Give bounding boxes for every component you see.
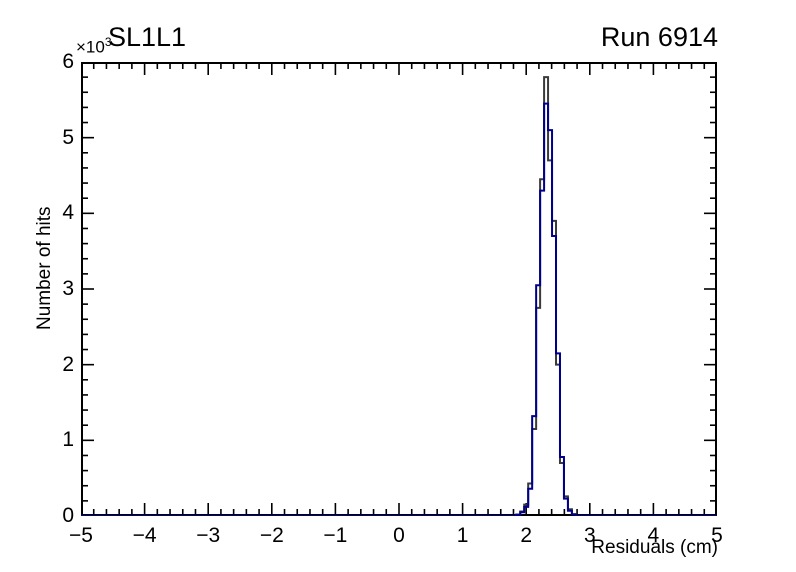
y-tick-label: 5 [62, 125, 74, 149]
histogram-series-primary [81, 76, 717, 516]
y-tick-label: 2 [62, 352, 74, 376]
x-tick-label: 0 [393, 524, 405, 547]
x-tick-label: 4 [647, 524, 660, 547]
x-tick-label: −4 [132, 524, 157, 547]
y-axis-exponent-label: ×103 [76, 33, 112, 57]
y-tick-label: 3 [62, 277, 74, 300]
run-label: Run 6914 [600, 22, 718, 52]
y-tick-label: 1 [62, 428, 74, 452]
histogram-series [81, 76, 717, 516]
y-tick-label: 0 [62, 504, 74, 527]
x-tick-label: 5 [711, 524, 723, 547]
plot-title: SL1L1 [108, 22, 187, 52]
x-tick-label: −2 [259, 524, 284, 547]
plot-area [81, 62, 717, 516]
x-tick-label: −5 [69, 524, 93, 547]
y-axis-title: Number of hits [34, 206, 55, 330]
x-tick-label: 1 [456, 524, 469, 547]
x-tick-label: 2 [520, 524, 533, 547]
y-axis-exponent-prefix: ×10 [76, 37, 105, 57]
plot-frame [81, 62, 717, 516]
y-tick-label: 4 [62, 201, 74, 225]
y-tick-label: 6 [62, 50, 74, 73]
histogram-series-secondary [81, 102, 717, 516]
x-tick-label: −1 [323, 524, 348, 547]
x-tick-label: 3 [583, 524, 596, 547]
x-tick-label: −3 [196, 524, 221, 547]
x-axis-title: Residuals (cm) [591, 537, 718, 558]
y-axis-exponent-power: 3 [104, 35, 112, 49]
axis-ticks [81, 62, 717, 516]
